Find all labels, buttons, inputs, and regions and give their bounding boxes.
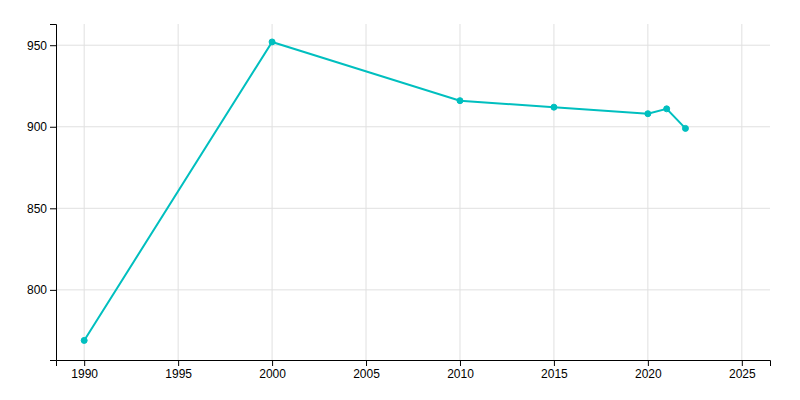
y-axis: 800 850 900 950 — [27, 25, 57, 361]
x-tick-label: 1990 — [71, 367, 98, 381]
grid — [56, 24, 770, 360]
x-tick-label: 1995 — [165, 367, 192, 381]
y-tick-label: 950 — [27, 39, 47, 53]
point — [81, 337, 87, 343]
x-tick: 2010 — [447, 360, 474, 381]
y-grid-line — [56, 45, 770, 46]
x-tick-mark — [178, 360, 179, 366]
x-grid-line — [647, 24, 648, 360]
x-grid-line — [741, 24, 742, 360]
x-grid-line — [553, 24, 554, 360]
x-tick: 1990 — [71, 360, 98, 381]
y-tick-mark — [50, 45, 56, 46]
line — [84, 42, 685, 340]
y-tick-label: 800 — [27, 283, 47, 297]
x-tick-mark — [272, 360, 273, 366]
x-axis-line — [57, 361, 771, 367]
point — [664, 106, 670, 112]
x-tick-mark — [648, 360, 649, 366]
y-tick: 800 — [27, 283, 56, 297]
x-tick-mark — [366, 360, 367, 366]
point — [269, 39, 275, 45]
y-grid-line — [56, 208, 770, 209]
x-axis: 1990 1995 2000 2005 2010 2015 2020 2025 — [57, 360, 771, 381]
x-tick-label: 2020 — [635, 367, 662, 381]
marks — [81, 39, 688, 343]
x-tick-label: 2015 — [541, 367, 568, 381]
y-axis-line — [50, 25, 57, 361]
y-grid-line — [56, 126, 770, 127]
x-tick-mark — [84, 360, 85, 366]
x-tick-label: 2025 — [729, 367, 756, 381]
x-tick-label: 2000 — [259, 367, 286, 381]
y-tick: 950 — [27, 39, 56, 53]
x-grid-line — [366, 24, 367, 360]
x-tick: 2020 — [635, 360, 662, 381]
y-grid-line — [56, 289, 770, 290]
y-tick-label: 900 — [27, 120, 47, 134]
x-tick-mark — [554, 360, 555, 366]
x-tick: 2005 — [353, 360, 380, 381]
x-tick-label: 2010 — [447, 367, 474, 381]
x-grid-line — [272, 24, 273, 360]
x-tick: 2025 — [729, 360, 756, 381]
x-tick-label: 2005 — [353, 367, 380, 381]
y-tick-label: 850 — [27, 202, 47, 216]
point — [457, 98, 463, 104]
x-tick: 2015 — [541, 360, 568, 381]
y-tick-mark — [50, 290, 56, 291]
x-grid-line — [459, 24, 460, 360]
x-grid-line — [84, 24, 85, 360]
chart: 1990 1995 2000 2005 2010 2015 2020 2025 800 850 90… — [0, 0, 800, 400]
x-tick: 1995 — [165, 360, 192, 381]
x-tick-mark — [742, 360, 743, 366]
plot-area: 1990 1995 2000 2005 2010 2015 2020 2025 800 850 90… — [27, 24, 771, 381]
y-tick: 850 — [27, 202, 56, 216]
y-tick-mark — [50, 208, 56, 209]
point — [645, 111, 651, 117]
y-tick: 900 — [27, 120, 56, 134]
x-tick: 2000 — [259, 360, 286, 381]
y-tick-mark — [50, 127, 56, 128]
x-tick-mark — [460, 360, 461, 366]
point — [551, 104, 557, 110]
point — [682, 125, 688, 131]
